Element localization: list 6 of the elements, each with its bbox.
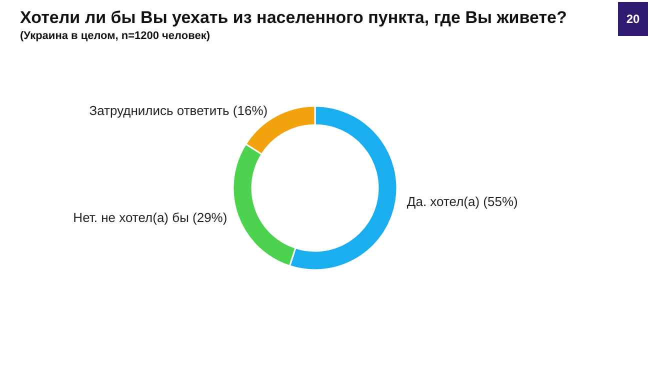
chart-subtitle: (Украина в целом, n=1200 человек) bbox=[20, 30, 210, 42]
text: 20 bbox=[626, 12, 640, 26]
slice-label: Да. хотел(а) (55%) bbox=[406, 194, 518, 209]
slice-label: Затруднились ответить (16%) bbox=[89, 102, 268, 118]
chart-title: Хотели ли бы Вы уехать из населенного пункта, где Вы живете? bbox=[20, 8, 567, 27]
slice-label: Нет. не хотел(а) бы (29%) bbox=[73, 210, 228, 225]
